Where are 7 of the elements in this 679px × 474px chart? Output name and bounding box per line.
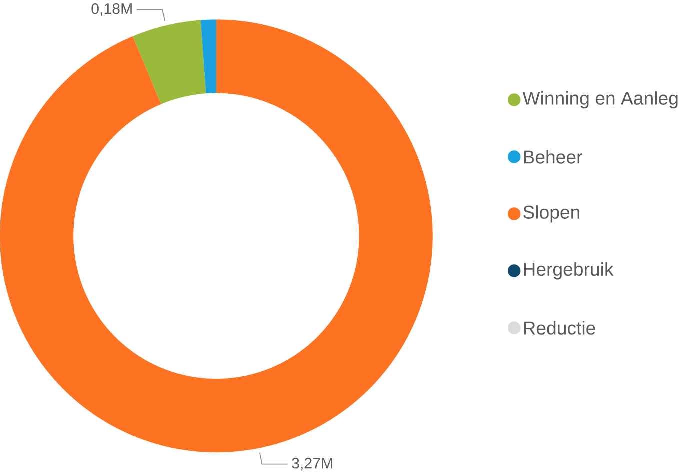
legend-label: Hergebruik xyxy=(524,262,614,280)
legend-label: Reductie xyxy=(524,321,596,335)
data-label: 0,18M xyxy=(92,3,132,16)
legend-label: Beheer xyxy=(524,150,582,164)
legend-label: Winning en Aanleg xyxy=(522,91,678,109)
data-label: 3,27M xyxy=(292,458,332,471)
legend-label: Slopen xyxy=(524,205,580,223)
